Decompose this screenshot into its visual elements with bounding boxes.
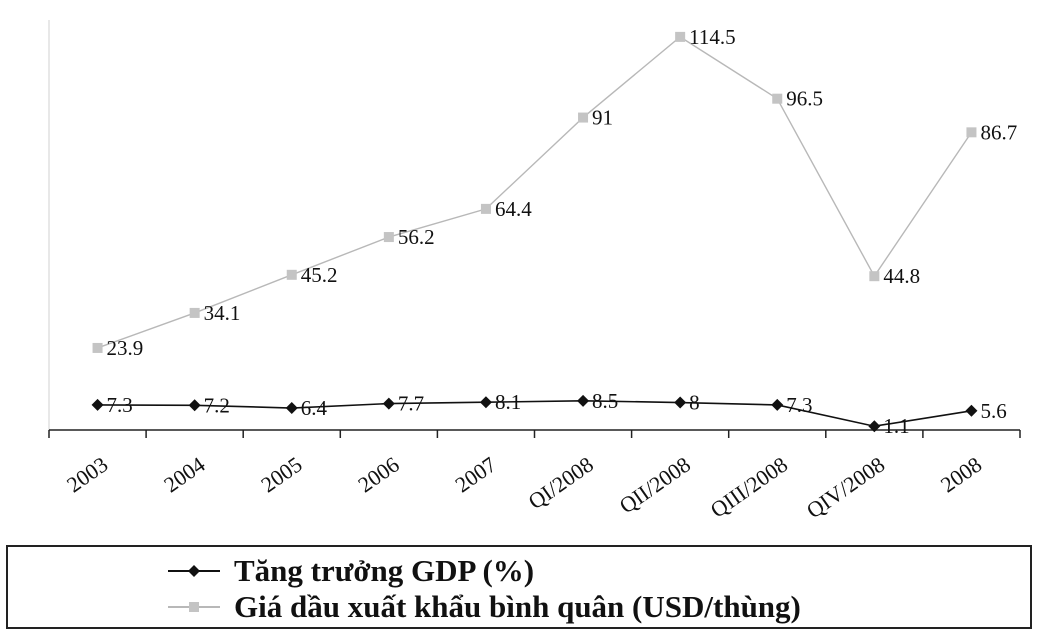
- oil-price-marker: [578, 112, 589, 123]
- legend-item-gdp: Tăng trưởng GDP (%): [168, 553, 534, 589]
- data-label: 1.1: [883, 414, 909, 438]
- x-tick-label: 2006: [353, 452, 403, 498]
- x-tick-label: 2003: [62, 452, 112, 498]
- legend: Tăng trưởng GDP (%) Giá dầu xuất khẩu bì…: [6, 545, 1032, 629]
- oil-price-marker: [869, 271, 880, 282]
- gdp-marker: [577, 394, 590, 407]
- oil-price-marker: [383, 232, 394, 243]
- x-tick-label: QII/2008: [615, 452, 695, 519]
- data-label: 34.1: [204, 301, 241, 325]
- legend-label-oil-price: Giá dầu xuất khẩu bình quân (USD/thùng): [234, 589, 801, 624]
- data-label: 114.5: [689, 25, 735, 49]
- data-label: 7.2: [204, 393, 230, 417]
- oil-price-marker: [286, 269, 297, 280]
- data-label: 64.4: [495, 197, 532, 221]
- gdp-marker: [965, 404, 978, 417]
- oil-price-marker: [92, 342, 103, 353]
- gdp-marker: [285, 402, 298, 415]
- legend-item-oil-price: Giá dầu xuất khẩu bình quân (USD/thùng): [168, 589, 801, 625]
- data-labels: 7.3 7.2 6.4 7.7 8.1 8.5 8 7.3 1.1 5.6 23.9 34.1 45.2…: [107, 25, 1018, 438]
- gdp-marker: [188, 399, 201, 412]
- gdp-marker: [674, 396, 687, 409]
- gdp-marker: [91, 398, 104, 411]
- data-label: 5.6: [980, 399, 1006, 423]
- data-label: 96.5: [786, 87, 823, 111]
- data-label: 23.9: [107, 336, 144, 360]
- oil-price-marker: [189, 307, 200, 318]
- data-label: 56.2: [398, 225, 435, 249]
- data-label: 44.8: [883, 264, 920, 288]
- x-tick-label: QIII/2008: [706, 452, 792, 523]
- x-axis-tick-labels: 2003 2004 2005 2006 2007 QI/2008 QII/2008 QIII/…: [62, 452, 986, 524]
- data-label: 7.3: [786, 393, 812, 417]
- legend-swatch-diamond-icon: [168, 565, 220, 577]
- data-label: 7.7: [398, 392, 424, 416]
- x-tick-label: QIV/2008: [802, 452, 889, 524]
- oil-price-marker: [966, 127, 977, 138]
- x-tick-label: QI/2008: [524, 452, 598, 515]
- data-label: 6.4: [301, 396, 328, 420]
- gdp-marker: [868, 420, 881, 433]
- x-tick-label: 2008: [936, 452, 986, 498]
- gdp-marker: [382, 397, 395, 410]
- legend-label-gdp: Tăng trưởng GDP (%): [234, 553, 535, 588]
- gdp-marker: [771, 398, 784, 411]
- data-label: 91: [592, 106, 613, 130]
- gdp-marker: [479, 396, 492, 409]
- line-chart: 2003 2004 2005 2006 2007 QI/2008 QII/2008 QIII/…: [48, 20, 1021, 524]
- series-line: [97, 36, 973, 349]
- legend-swatch-square-icon: [168, 602, 220, 612]
- series-line: [97, 400, 972, 428]
- data-label: 45.2: [301, 263, 338, 287]
- data-label: 8.5: [592, 389, 618, 413]
- x-tick-label: 2004: [159, 452, 209, 498]
- oil-price-marker: [772, 93, 783, 104]
- x-tick-label: 2005: [256, 452, 306, 498]
- x-tick-label: 2007: [450, 452, 500, 498]
- data-label: 86.7: [980, 120, 1017, 144]
- oil-price-marker: [675, 31, 686, 42]
- x-axis-ticks: [48, 430, 1021, 438]
- oil-price-marker: [480, 203, 491, 214]
- data-label: 8.1: [495, 390, 521, 414]
- series-markers: [91, 31, 978, 433]
- data-label: 8: [689, 391, 700, 415]
- data-label: 7.3: [107, 393, 133, 417]
- series-lines: [97, 36, 973, 428]
